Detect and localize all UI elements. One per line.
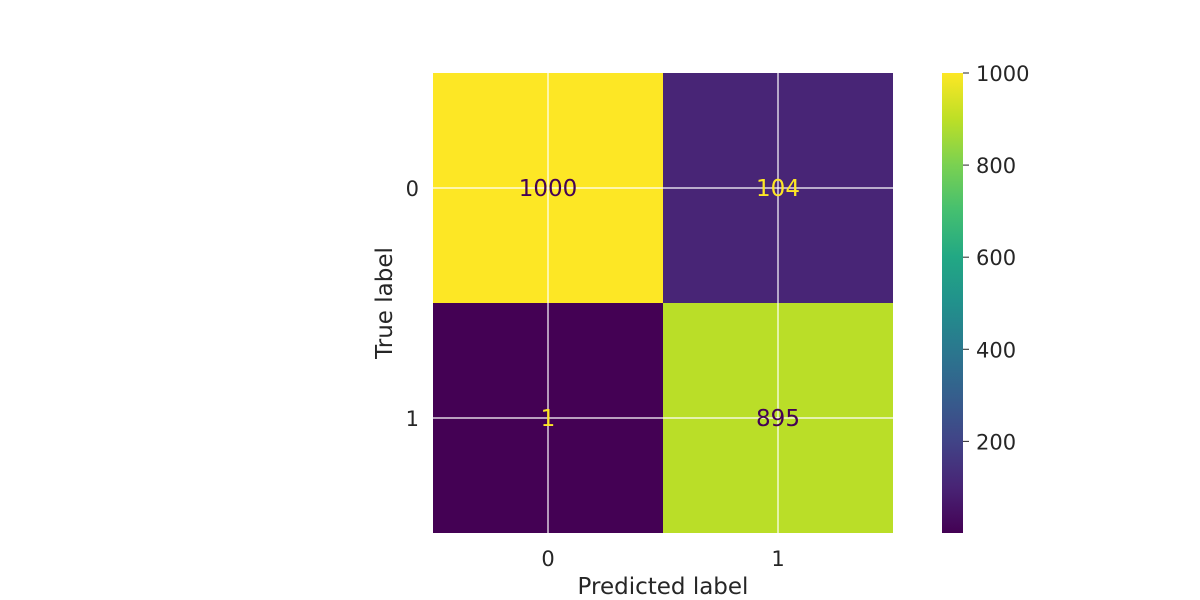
grid-lines bbox=[433, 73, 893, 533]
x-tick-label: 0 bbox=[541, 547, 554, 571]
heatmap-cells bbox=[433, 73, 893, 533]
colorbar-tick-label: 1000 bbox=[976, 62, 1029, 86]
cell-value-labels: 1000 104 1 895 bbox=[519, 176, 800, 432]
colorbar bbox=[942, 73, 963, 533]
y-axis-label: True label bbox=[372, 247, 398, 360]
colorbar-tick-label: 800 bbox=[976, 154, 1016, 178]
y-tick-label: 1 bbox=[406, 407, 419, 431]
colorbar-tick-label: 400 bbox=[976, 338, 1016, 362]
cell-value: 104 bbox=[756, 176, 800, 202]
cell-value: 1 bbox=[541, 406, 556, 432]
colorbar-tick-label: 600 bbox=[976, 246, 1016, 270]
x-tick-label: 1 bbox=[771, 547, 784, 571]
cell-value: 895 bbox=[756, 406, 800, 432]
y-tick-label: 0 bbox=[406, 177, 419, 201]
y-axis-ticks: 01 bbox=[406, 177, 419, 431]
colorbar-tick-label: 200 bbox=[976, 430, 1016, 454]
cell-value: 1000 bbox=[519, 176, 578, 202]
colorbar-ticks: 200 400 600 800 1000 bbox=[963, 62, 1029, 454]
x-axis-label: Predicted label bbox=[578, 574, 749, 600]
